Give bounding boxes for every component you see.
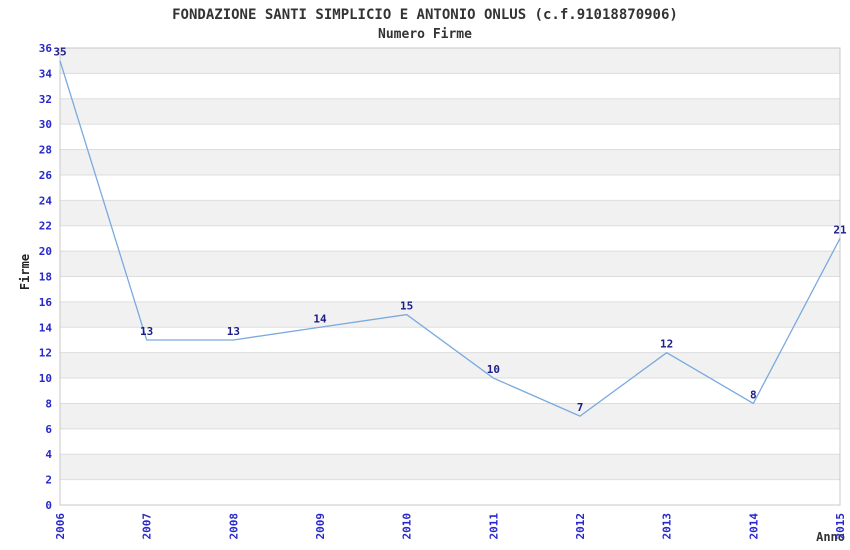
x-axis-title: Anno: [816, 530, 845, 544]
y-tick-label: 6: [45, 423, 52, 436]
plot-border: [59, 47, 841, 506]
x-tick-label: 2007: [141, 513, 154, 540]
y-tick-label: 30: [39, 118, 52, 131]
y-tick-label: 18: [39, 271, 52, 284]
point-label: 13: [140, 325, 153, 338]
y-tick-label: 16: [39, 296, 53, 309]
plot-band: [60, 454, 840, 480]
plot-band: [60, 149, 840, 175]
point-label: 35: [53, 46, 66, 59]
y-tick-label: 34: [39, 67, 53, 80]
y-tick-label: 10: [39, 372, 52, 385]
x-tick-label: 2009: [314, 513, 327, 540]
x-tick-label: 2008: [227, 513, 240, 540]
point-label: 12: [660, 338, 673, 351]
chart-title: FONDAZIONE SANTI SIMPLICIO E ANTONIO ONL…: [172, 7, 678, 23]
point-label: 15: [400, 300, 413, 313]
y-tick-label: 26: [39, 169, 53, 182]
plot-band: [60, 251, 840, 277]
x-tick-label: 2012: [574, 513, 587, 540]
point-label: 14: [313, 312, 327, 325]
point-label: 8: [750, 388, 757, 401]
y-tick-label: 32: [39, 93, 52, 106]
plot-band: [60, 479, 840, 505]
x-tick-label: 2013: [661, 513, 674, 540]
plot-band: [60, 200, 840, 226]
chart-subtitle: Numero Firme: [378, 27, 472, 42]
y-tick-label: 28: [39, 144, 52, 157]
x-tick-label: 2011: [487, 513, 500, 540]
x-tick-label: 2014: [747, 513, 760, 540]
y-tick-label: 20: [39, 245, 52, 258]
plot-band: [60, 301, 840, 328]
plot-band: [60, 48, 840, 74]
plot-band: [60, 174, 840, 201]
y-tick-label: 12: [39, 347, 52, 360]
plot-band: [60, 352, 840, 379]
point-label: 7: [577, 401, 584, 414]
y-tick-label: 24: [39, 194, 53, 207]
y-tick-label: 2: [45, 474, 52, 487]
point-label: 10: [487, 363, 500, 376]
plot-band: [60, 403, 840, 429]
plot-band: [60, 378, 840, 404]
y-tick-label: 14: [39, 321, 53, 334]
y-tick-label: 0: [45, 499, 52, 512]
plot-band: [60, 73, 840, 99]
plot-band: [60, 428, 840, 455]
plot-band: [60, 225, 840, 252]
plot-band: [60, 98, 840, 125]
point-label: 13: [227, 325, 240, 338]
data-line: [59, 60, 841, 417]
plot-band: [60, 276, 840, 302]
plot-band: [60, 124, 840, 150]
y-tick-label: 4: [45, 448, 52, 461]
x-tick-label: 2015: [834, 513, 847, 540]
point-label: 21: [833, 223, 847, 236]
x-tick-label: 2010: [401, 513, 414, 540]
x-tick-label: 2006: [54, 513, 67, 540]
y-tick-label: 22: [39, 220, 52, 233]
y-tick-label: 8: [45, 397, 52, 410]
y-tick-label: 36: [39, 42, 53, 55]
